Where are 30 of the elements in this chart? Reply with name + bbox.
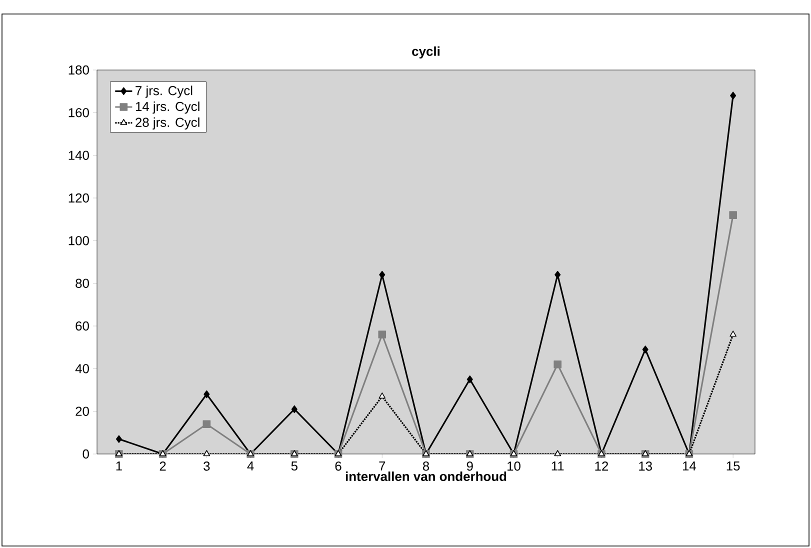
x-tick-label: 9 (466, 462, 473, 471)
x-tick-label: 14 (682, 462, 696, 470)
x-tick-label: 13 (639, 462, 652, 471)
chart-title: cycli (412, 46, 440, 58)
legend-label: 14 jrs. Cycl (136, 102, 200, 114)
legend-label: 28 jrs. Cycl (136, 117, 200, 130)
x-tick-label: 15 (726, 462, 740, 471)
y-tick-label: 60 (76, 321, 89, 331)
y-tick-label: 40 (75, 364, 89, 374)
y-tick-label: 180 (68, 65, 89, 75)
x-tick-label: 4 (247, 462, 254, 470)
x-axis-title: intervallen van onderhoud (346, 472, 506, 482)
x-tick-label: 2 (160, 462, 166, 471)
x-tick-label: 5 (291, 462, 298, 471)
legend-label: 7 jrs. Cycl (136, 86, 192, 98)
x-tick-label: 8 (422, 462, 430, 471)
y-tick-label: 160 (68, 108, 89, 118)
y-tick-label: 120 (68, 193, 89, 203)
y-tick-label: 100 (68, 236, 89, 246)
y-tick-label: 0 (82, 449, 89, 459)
y-tick-label: 140 (68, 150, 89, 160)
x-tick-label: 1 (116, 462, 122, 470)
x-tick-label: 3 (204, 462, 210, 471)
y-tick-label: 20 (76, 406, 89, 416)
x-tick-label: 7 (379, 462, 386, 470)
x-tick-label: 11 (552, 462, 564, 470)
x-tick-label: 12 (595, 462, 608, 471)
x-tick-label: 6 (335, 462, 342, 471)
x-tick-label: 10 (508, 462, 520, 471)
y-tick-label: 80 (76, 278, 89, 288)
